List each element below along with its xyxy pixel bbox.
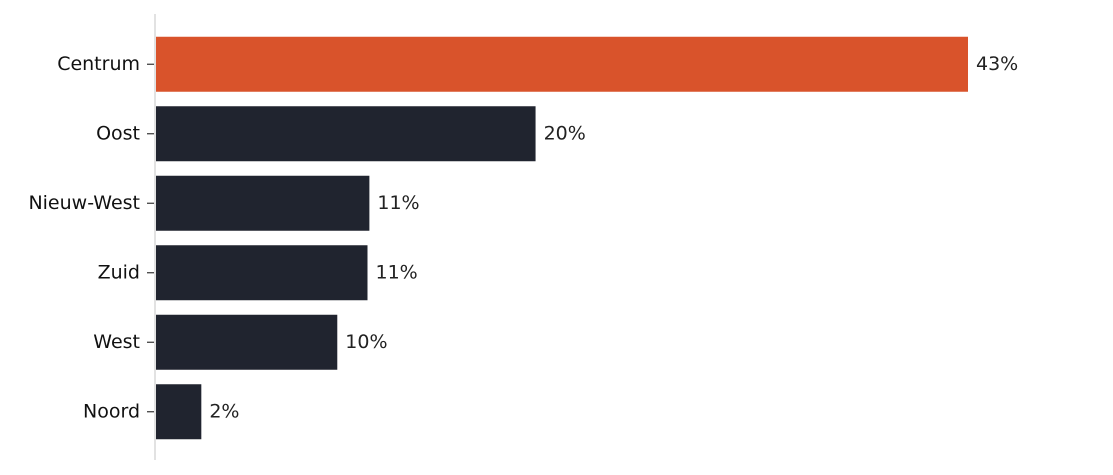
y-tick-label: Noord (83, 400, 140, 422)
value-label: 20% (544, 122, 586, 144)
y-tick-label: West (93, 331, 140, 353)
bar (156, 314, 338, 370)
y-tick-label: Centrum (57, 53, 140, 75)
bar (156, 384, 202, 440)
value-label: 10% (345, 331, 387, 353)
bar (156, 106, 536, 162)
y-tick-label: Nieuw-West (28, 192, 140, 214)
bar (156, 245, 368, 301)
value-label: 2% (209, 400, 239, 422)
value-label: 11% (375, 261, 417, 283)
value-label: 11% (377, 192, 419, 214)
bar (156, 175, 370, 231)
value-label: 43% (976, 53, 1018, 75)
y-tick-label: Zuid (98, 261, 140, 283)
bar (156, 36, 968, 92)
y-tick-label: Oost (96, 122, 140, 144)
